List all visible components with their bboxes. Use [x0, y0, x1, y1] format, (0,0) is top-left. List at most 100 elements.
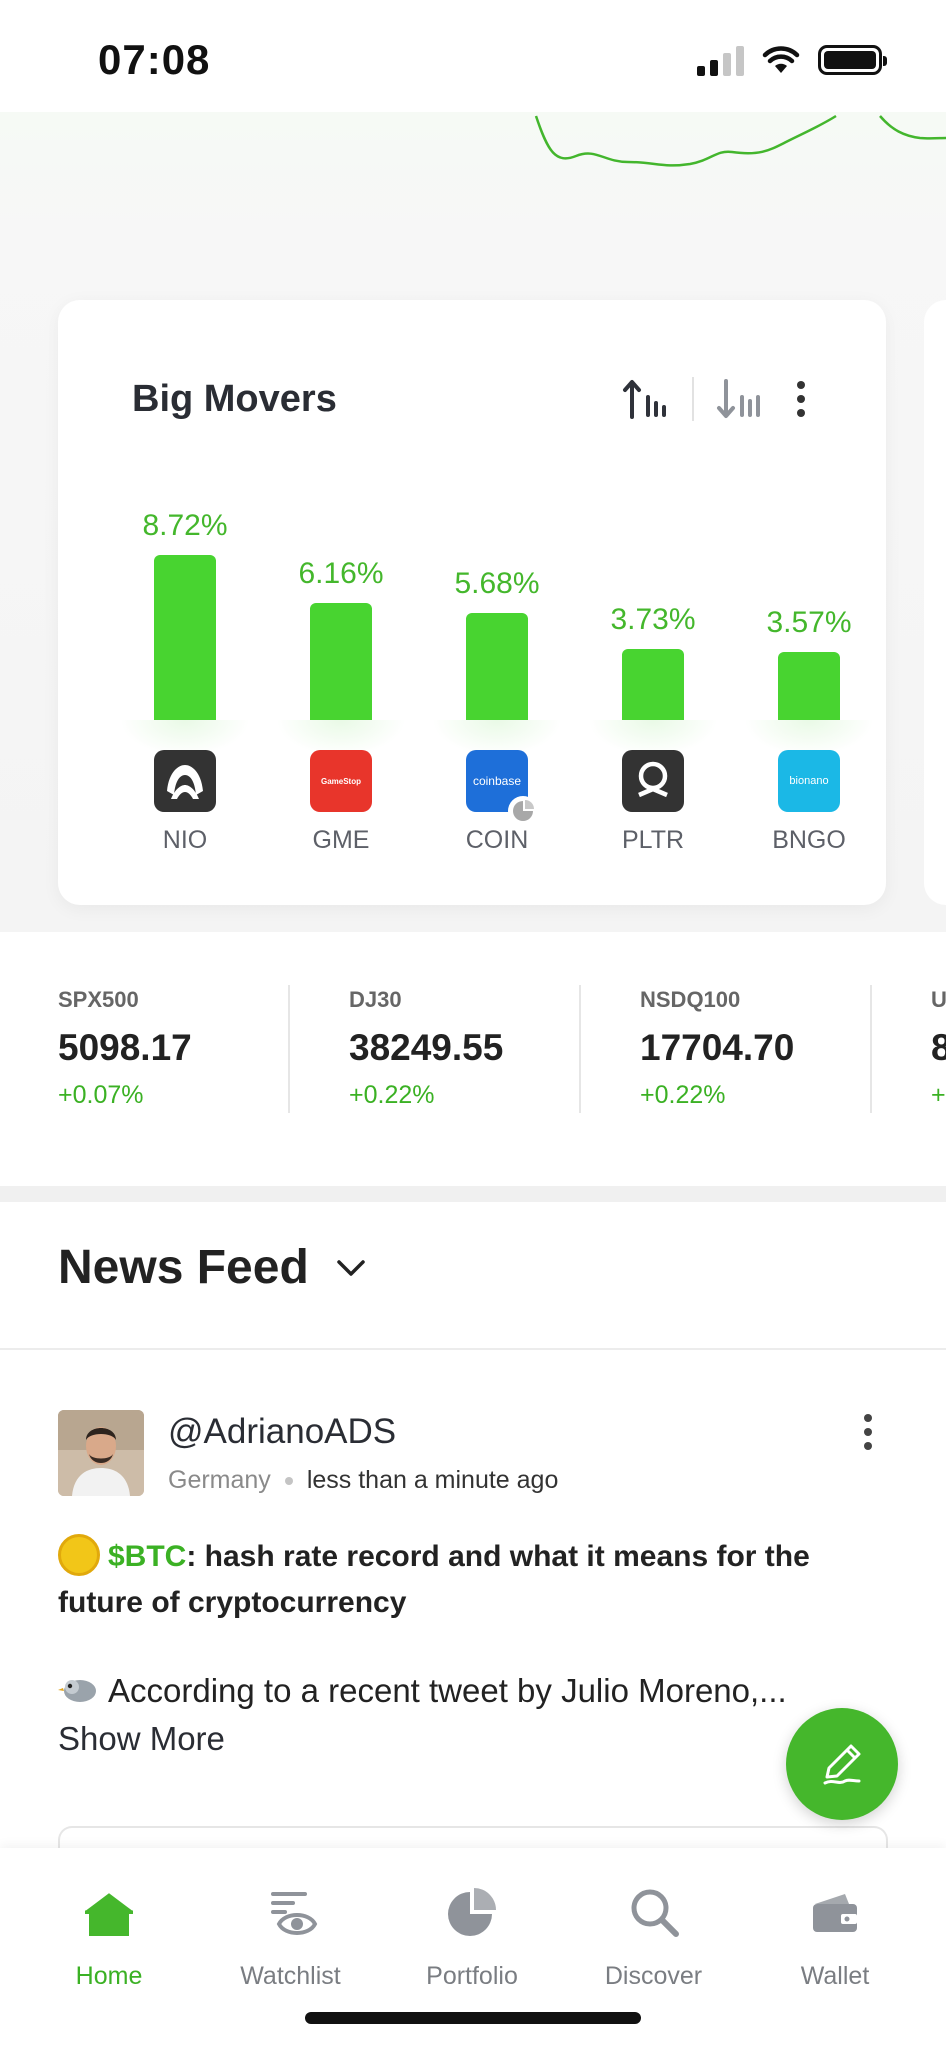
- index-nsdq100[interactable]: NSDQ100 17704.70 +0.22%: [640, 965, 930, 1115]
- meta-separator: [284, 1476, 293, 1485]
- wallet-icon-wrap: [805, 1884, 865, 1940]
- index-change: +: [931, 1081, 946, 1109]
- mover-bar: [778, 652, 840, 720]
- nav-label: Home: [75, 1962, 143, 1990]
- nav-label: Discover: [604, 1962, 703, 1990]
- logo-bngo: bionano: [778, 750, 840, 812]
- coin-emoji-icon: [58, 1534, 100, 1576]
- index-value: 5098.17: [58, 1027, 192, 1068]
- watchlist-icon-wrap: [261, 1884, 321, 1940]
- home-icon-wrap: [79, 1884, 139, 1940]
- home-indicator: [305, 2012, 641, 2024]
- mover-bar: [154, 555, 216, 720]
- more-options-button[interactable]: [786, 374, 816, 424]
- post-meta: Germany less than a minute ago: [168, 1466, 558, 1495]
- index-change: +0.07%: [58, 1081, 144, 1109]
- status-time: 07:08: [98, 36, 211, 83]
- mover-bar: [466, 613, 528, 720]
- mover-ticker: BNGO: [772, 826, 846, 854]
- market-indices: SPX500 5098.17 +0.07% DJ30 38249.55 +0.22% NSD…: [0, 965, 946, 1115]
- portfolio-icon: [448, 1888, 496, 1936]
- status-bar: 07:08: [0, 0, 946, 112]
- mover-ticker: COIN: [465, 826, 529, 854]
- post-time: less than a minute ago: [306, 1466, 559, 1494]
- nio-logo-icon: [167, 765, 203, 799]
- feed-divider: [0, 1348, 946, 1350]
- mover-gme[interactable]: 6.16% GameStop GME: [276, 300, 406, 905]
- news-feed-selector[interactable]: News Feed: [58, 1240, 367, 1295]
- mover-change-label: 3.73%: [610, 603, 696, 636]
- index-name: SPX500: [58, 987, 139, 1012]
- mover-bar: [622, 649, 684, 720]
- index-separator: [870, 985, 872, 1113]
- index-separator: [288, 985, 290, 1113]
- sort-gainers-button[interactable]: [620, 374, 672, 424]
- next-post-card: [58, 1826, 888, 1866]
- nav-portfolio[interactable]: Portfolio: [381, 1884, 563, 1991]
- index-u[interactable]: U 8 +: [931, 965, 946, 1115]
- news-feed-title: News Feed: [58, 1241, 309, 1294]
- user-photo-icon: [58, 1410, 144, 1496]
- cellular-signal-icon: [697, 44, 744, 76]
- pie-chart-icon: [513, 800, 534, 821]
- index-name: NSDQ100: [640, 987, 741, 1012]
- sort-losers-button[interactable]: [714, 374, 766, 424]
- sort-down-icon: [717, 379, 760, 418]
- bird-emoji-icon: [58, 1680, 96, 1702]
- mover-coin[interactable]: 5.68% coinbase COIN: [432, 300, 562, 905]
- mover-change-label: 5.68%: [454, 567, 540, 600]
- nav-wallet[interactable]: Wallet: [744, 1884, 926, 1991]
- mover-ticker: GME: [312, 826, 370, 854]
- nav-home[interactable]: Home: [18, 1884, 200, 1991]
- avatar[interactable]: [58, 1410, 144, 1496]
- big-movers-tools: [620, 374, 816, 424]
- post-location: Germany: [168, 1466, 271, 1494]
- mover-change-label: 6.16%: [298, 557, 384, 590]
- mover-pltr[interactable]: 3.73% PLTR: [588, 300, 718, 905]
- wallet-icon: [813, 1894, 857, 1932]
- post-body: According to a recent tweet by Julio Mor…: [58, 1672, 828, 1710]
- palantir-logo-icon: [638, 761, 668, 798]
- next-card-peek: [924, 300, 946, 905]
- index-value: 17704.70: [640, 1027, 795, 1068]
- logo-nio: [154, 750, 216, 812]
- status-icons: [697, 44, 887, 76]
- headline-text: : hash rate record and what it means for…: [58, 1540, 810, 1619]
- mover-nio[interactable]: 8.72% NIO: [120, 300, 250, 905]
- mover-ticker: PLTR: [621, 826, 685, 854]
- post-body-text: According to a recent tweet by Julio Mor…: [108, 1672, 787, 1709]
- logo-gme: GameStop: [310, 750, 372, 812]
- index-value: 38249.55: [349, 1027, 504, 1068]
- index-change: +0.22%: [349, 1081, 435, 1109]
- mover-change-label: 3.57%: [766, 606, 852, 639]
- sort-up-icon: [623, 380, 666, 419]
- index-name: U: [931, 987, 946, 1012]
- big-movers-chart: 8.72% NIO 6.16% GameStop GME 5.68% coinbase COI…: [58, 300, 886, 905]
- nav-discover[interactable]: Discover: [563, 1884, 745, 1991]
- portfolio-badge-icon: [508, 796, 538, 826]
- watchlist-icon: [270, 1892, 317, 1935]
- logo-wordmark: coinbase: [472, 774, 522, 788]
- battery-icon: [818, 45, 887, 75]
- post-headline[interactable]: $BTC: hash rate record and what it means…: [58, 1534, 878, 1626]
- logo-pltr: [622, 750, 684, 812]
- post-options-button[interactable]: [858, 1414, 878, 1450]
- sparkline-chart: [534, 114, 946, 167]
- big-movers-card: Big Movers 8.72% NIO 6.16% GameStop GME 5.68%…: [58, 300, 886, 905]
- section-divider: [0, 1186, 946, 1202]
- compose-post-button[interactable]: [786, 1708, 898, 1820]
- nav-watchlist[interactable]: Watchlist: [200, 1884, 382, 1991]
- home-icon: [84, 1890, 134, 1936]
- tool-separator: [692, 377, 694, 421]
- index-spx500[interactable]: SPX500 5098.17 +0.07%: [58, 965, 348, 1115]
- index-change: +0.22%: [640, 1081, 726, 1109]
- cashtag-link[interactable]: $BTC: [108, 1540, 187, 1573]
- logo-wordmark: GameStop: [320, 776, 361, 786]
- big-movers-title: Big Movers: [132, 378, 337, 420]
- mover-ticker: NIO: [162, 826, 208, 854]
- show-more-link[interactable]: Show More: [58, 1720, 225, 1757]
- index-dj30[interactable]: DJ30 38249.55 +0.22%: [349, 965, 639, 1115]
- mover-bngo[interactable]: 3.57% bionano BNGO: [744, 300, 874, 905]
- index-name: DJ30: [349, 987, 402, 1012]
- post-username[interactable]: @AdrianoADS: [168, 1412, 397, 1451]
